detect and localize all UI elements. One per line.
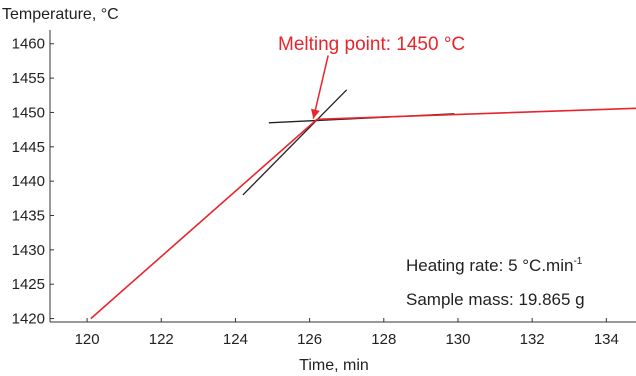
annotation-arrow-head <box>311 108 320 119</box>
y-tick-label: 1430 <box>12 242 45 259</box>
sample-mass-label: Sample mass: <box>406 290 514 309</box>
x-tick-label: 122 <box>149 331 174 348</box>
y-tick-label: 1460 <box>12 36 45 53</box>
y-tick-label: 1440 <box>12 173 45 190</box>
y-tick-label: 1450 <box>12 104 45 121</box>
x-tick-label: 124 <box>223 331 248 348</box>
x-axis-title: Time, min <box>299 357 369 374</box>
y-tick-label: 1435 <box>12 208 45 225</box>
annotation-text: Melting point: 1450 °C <box>278 34 465 55</box>
x-tick-label: 132 <box>520 331 545 348</box>
heating-rate-label: Heating rate: <box>406 256 503 275</box>
heating-rate-line: Heating rate: 5 °C.min-1 <box>406 256 583 275</box>
sample-mass-value: 19.865 g <box>518 290 584 309</box>
ticks: 1420 1425 1430 1435 1440 1445 1450 1455 1460 120 1… <box>12 36 619 348</box>
y-tick-label: 1420 <box>12 311 45 328</box>
info-box: Heating rate: 5 °C.min-1 Sample mass: 19… <box>406 256 585 309</box>
temperature-series-line <box>90 107 636 320</box>
annotation-layer: Melting point: 1450 °C <box>278 34 465 119</box>
axes <box>49 30 636 323</box>
annotation-arrow-line <box>312 55 329 119</box>
tangent-line <box>242 89 348 196</box>
y-tick-label: 1425 <box>12 276 45 293</box>
y-axis-title: Temperature, °C <box>2 6 119 23</box>
y-tick-label: 1455 <box>12 70 45 87</box>
sample-mass-line: Sample mass: 19.865 g <box>406 290 585 309</box>
heating-rate-sup: -1 <box>573 256 582 267</box>
y-tick-label: 1445 <box>12 139 45 156</box>
heating-rate-value: 5 °C.min <box>508 256 573 275</box>
x-tick-label: 120 <box>75 331 100 348</box>
series-layer <box>90 89 636 320</box>
x-tick-label: 134 <box>594 331 619 348</box>
x-tick-label: 126 <box>297 331 322 348</box>
x-tick-label: 130 <box>445 331 470 348</box>
x-tick-label: 128 <box>371 331 396 348</box>
